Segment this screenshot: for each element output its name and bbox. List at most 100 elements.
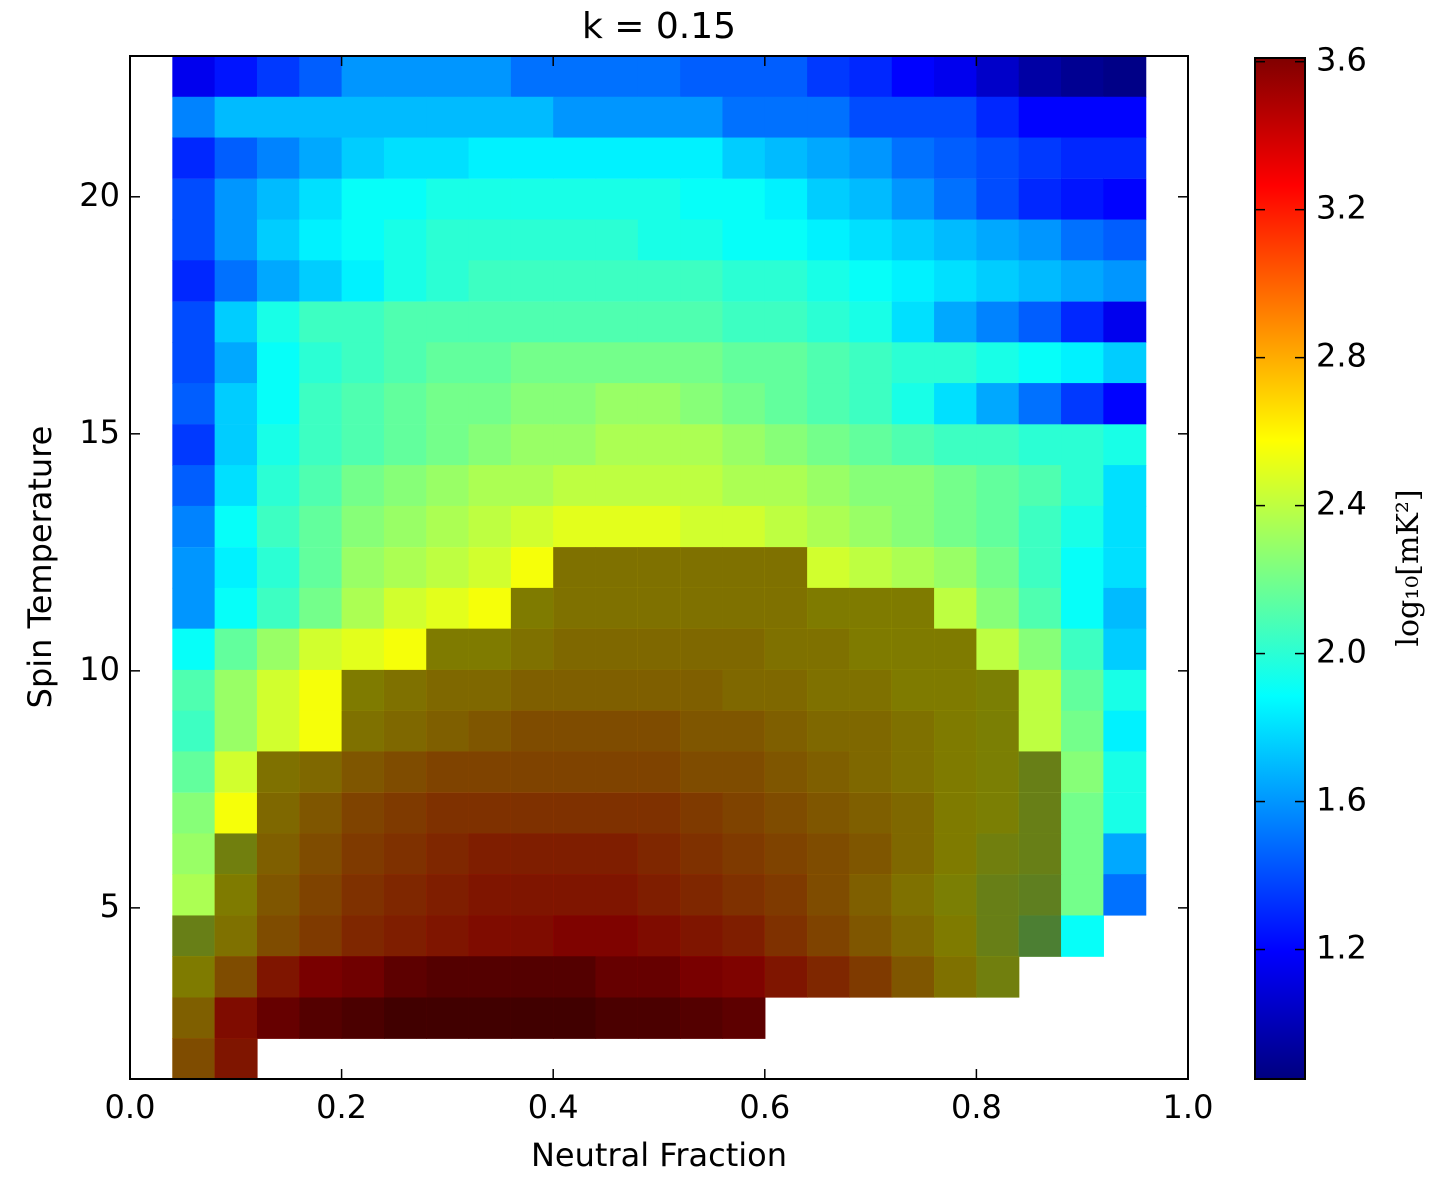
heatmap-cell (595, 178, 639, 221)
heatmap-cell (1103, 874, 1147, 916)
shade-overlay (891, 956, 935, 998)
shade-overlay (256, 792, 300, 835)
heatmap-cell (807, 342, 851, 384)
shade-overlay (849, 792, 893, 835)
heatmap-cell (807, 178, 851, 221)
heatmap-cell (214, 137, 258, 179)
heatmap-cell (1018, 669, 1062, 712)
shade-overlay (510, 833, 554, 875)
shade-overlay (1018, 751, 1062, 793)
heatmap-cell (341, 301, 385, 343)
heatmap-cell (680, 219, 724, 261)
heatmap-cell (722, 383, 766, 425)
heatmap-cell (468, 424, 512, 466)
heatmap-cell (468, 56, 512, 98)
heatmap-cell (510, 96, 554, 139)
heatmap-cell (172, 587, 216, 630)
shade-overlay (553, 547, 597, 589)
heatmap-cell (426, 56, 470, 98)
heatmap-cell (1061, 751, 1104, 793)
heatmap-cell (1103, 833, 1147, 875)
shade-overlay (510, 628, 554, 671)
heatmap-cell (426, 465, 470, 507)
heatmap-cell (214, 260, 258, 302)
shade-overlay (510, 669, 554, 712)
heatmap-cell (383, 137, 427, 179)
shade-overlay (299, 915, 343, 957)
x-tick-label: 0.6 (739, 1088, 790, 1126)
heatmap-cell (1061, 424, 1104, 466)
heatmap-cell (764, 465, 808, 507)
heatmap-cell (1061, 383, 1104, 425)
colorbar-tick-label: 2.4 (1316, 485, 1367, 523)
shade-overlay (680, 874, 724, 916)
shade-overlay (468, 833, 512, 875)
heatmap-cell (468, 505, 512, 548)
shade-overlay (764, 547, 808, 589)
shade-overlay (553, 792, 597, 835)
shade-overlay (553, 751, 597, 793)
heatmap-cell (764, 137, 808, 179)
shade-overlay (722, 833, 766, 875)
heatmap-cell (680, 137, 724, 179)
heatmap-cell (341, 342, 385, 384)
heatmap-cell (1018, 710, 1062, 753)
shade-overlay (976, 710, 1020, 753)
shade-overlay (214, 1038, 258, 1080)
heatmap-cell (637, 465, 681, 507)
shade-overlay (637, 751, 681, 793)
shade-overlay (383, 997, 427, 1039)
heatmap-cell (680, 424, 724, 466)
heatmap-cell (341, 628, 385, 671)
heatmap-cell (1103, 465, 1147, 507)
heatmap-cell (595, 96, 639, 139)
heatmap-cell (764, 505, 808, 548)
shade-overlay (553, 915, 597, 957)
shade-overlay (680, 710, 724, 753)
shade-overlay (595, 587, 639, 630)
shade-overlay (299, 751, 343, 793)
shade-overlay (764, 710, 808, 753)
plot-frame (129, 55, 1189, 1080)
heatmap-cell (849, 219, 893, 261)
shade-overlay (934, 710, 977, 753)
shade-overlay (468, 628, 512, 671)
heatmap-cell (299, 628, 343, 671)
heatmap-cell (680, 301, 724, 343)
heatmap-cell (299, 465, 343, 507)
heatmap-cell (722, 219, 766, 261)
shade-overlay (976, 915, 1020, 957)
shade-overlay (299, 874, 343, 916)
colorbar-tick-label: 1.6 (1316, 781, 1367, 819)
heatmap-cell (1061, 137, 1104, 179)
shade-overlay (764, 833, 808, 875)
heatmap-cell (807, 383, 851, 425)
heatmap-cell (553, 342, 597, 384)
heatmap-cell (383, 587, 427, 630)
heatmap-cell (1061, 547, 1104, 589)
heatmap-cell (172, 628, 216, 671)
heatmap-cell (1061, 874, 1104, 916)
heatmap-cell (510, 342, 554, 384)
heatmap-cell (468, 96, 512, 139)
shade-overlay (595, 628, 639, 671)
shade-overlay (934, 956, 977, 998)
heatmap-cell (1103, 342, 1147, 384)
shade-overlay (722, 628, 766, 671)
heatmap-cell (1061, 219, 1104, 261)
shade-overlay (468, 915, 512, 957)
shade-overlay (468, 956, 512, 998)
shade-overlay (595, 669, 639, 712)
heatmap-cell (934, 96, 977, 139)
x-axis-label: Neutral Fraction (531, 1136, 787, 1174)
heatmap-cell (976, 219, 1020, 261)
heatmap-cell (510, 219, 554, 261)
heatmap-cell (553, 96, 597, 139)
heatmap-cell (383, 547, 427, 589)
heatmap-cell (383, 383, 427, 425)
heatmap-cell (426, 219, 470, 261)
shade-overlay (934, 792, 977, 835)
heatmap-cell (891, 260, 935, 302)
heatmap-cell (214, 669, 258, 712)
